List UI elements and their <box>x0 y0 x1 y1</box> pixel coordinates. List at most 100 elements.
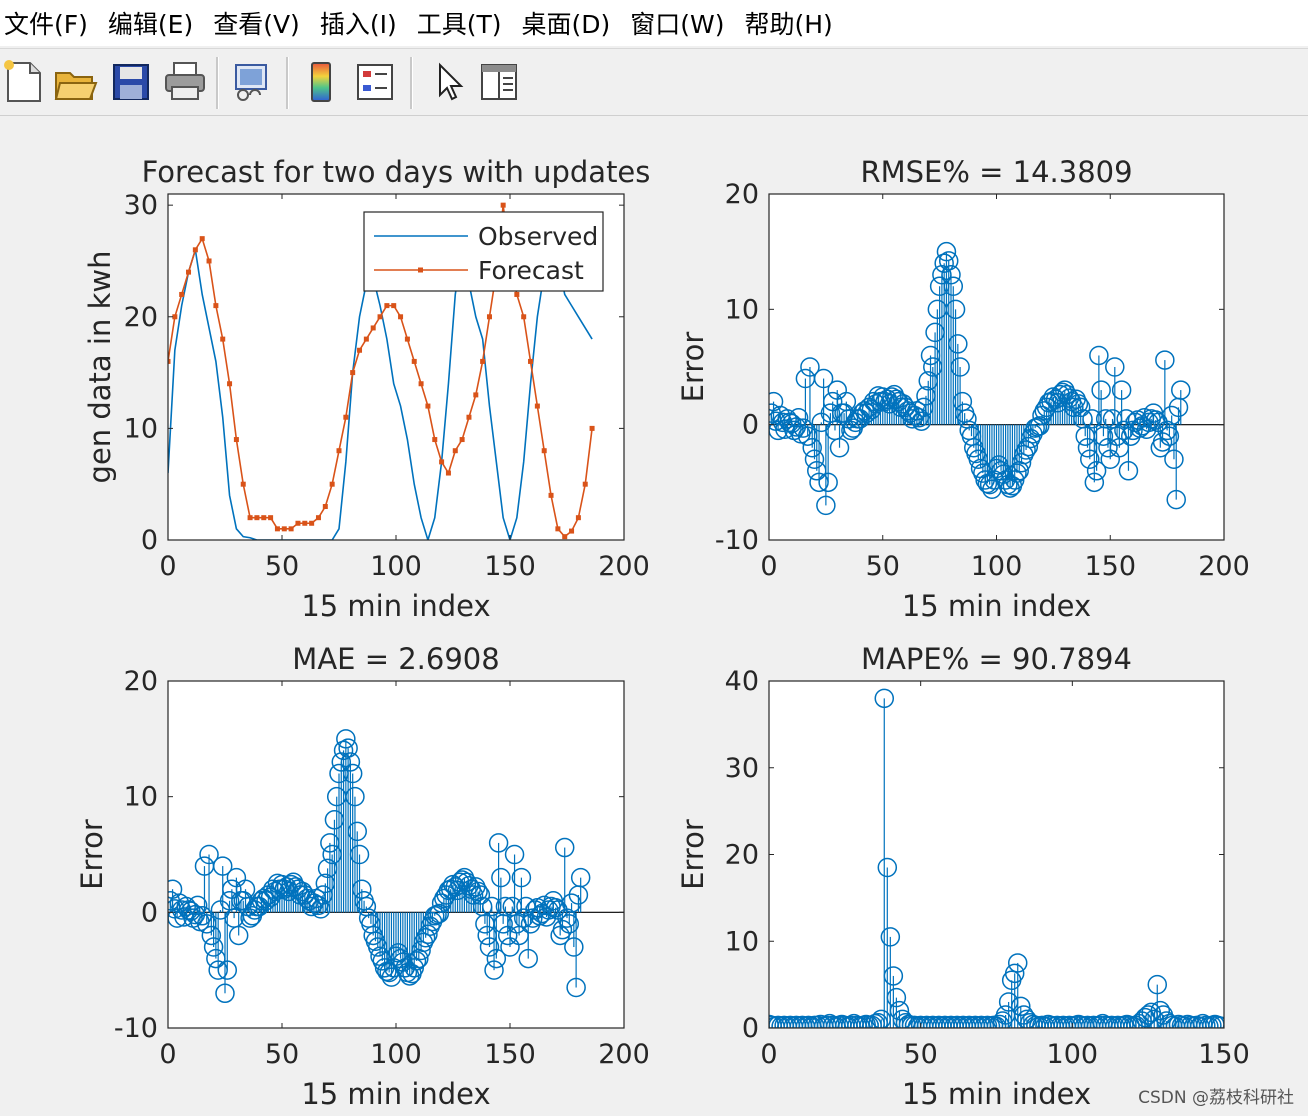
stem-marker <box>406 951 427 971</box>
menu-item-0[interactable]: 文件(F) <box>4 10 88 39</box>
menu-item-6[interactable]: 窗口(W) <box>630 10 725 39</box>
stem-marker <box>559 914 580 934</box>
save-icon[interactable] <box>108 59 154 105</box>
print-icon[interactable] <box>162 59 208 105</box>
forecast-marker <box>288 526 294 532</box>
stem-marker <box>554 837 575 858</box>
forecast-marker <box>363 336 369 342</box>
x-tick-label: 200 <box>1198 551 1250 582</box>
stem-marker <box>564 937 584 957</box>
stem-marker <box>941 264 961 285</box>
y-tick-label: 0 <box>141 897 158 928</box>
stem-marker <box>804 449 825 470</box>
legend-icon[interactable] <box>352 59 398 105</box>
forecast-marker <box>466 414 472 420</box>
x-tick-label: 50 <box>265 551 299 582</box>
menu-item-7[interactable]: 帮助(H) <box>744 10 833 39</box>
forecast-marker <box>411 358 417 364</box>
pointer-icon[interactable] <box>426 59 472 105</box>
forecast-marker <box>486 314 492 320</box>
forecast-marker <box>199 236 205 242</box>
stem-marker <box>1152 432 1173 452</box>
forecast-marker <box>452 448 458 454</box>
menu-item-1[interactable]: 编辑(E) <box>107 10 194 39</box>
menu-item-4[interactable]: 工具(T) <box>416 10 502 39</box>
stem-marker <box>566 977 586 998</box>
stem-marker <box>479 937 500 957</box>
stem-marker <box>889 1000 910 1021</box>
y-axis-label: Error <box>75 819 109 890</box>
stem-marker <box>886 987 907 1008</box>
new-file-icon[interactable] <box>0 59 46 105</box>
stem-marker <box>203 937 224 957</box>
forecast-marker <box>575 515 581 521</box>
stem-marker <box>895 1013 916 1028</box>
stem-marker <box>977 1015 998 1028</box>
stem-marker <box>1068 394 1089 414</box>
x-tick-label: 50 <box>265 1039 299 1070</box>
legend-label: Forecast <box>478 256 584 285</box>
stem-marker <box>1105 357 1125 377</box>
stem-marker <box>1111 380 1132 400</box>
forecast-marker <box>206 258 212 264</box>
x-axis-label: 15 min index <box>902 589 1091 623</box>
forecast-marker <box>541 448 547 454</box>
x-axis-label: 15 min index <box>301 589 490 623</box>
y-tick-label: 10 <box>124 413 158 444</box>
y-tick-label: 10 <box>725 294 759 325</box>
forecast-marker <box>432 437 438 443</box>
forecast-marker <box>514 291 520 297</box>
forecast-marker <box>384 303 390 309</box>
stem-marker <box>1208 1015 1224 1028</box>
forecast-marker <box>391 303 397 309</box>
forecast-marker <box>459 437 465 443</box>
forecast-marker <box>343 414 349 420</box>
forecast-marker <box>281 526 287 532</box>
x-tick-label: 0 <box>159 551 176 582</box>
stem-marker <box>934 253 954 273</box>
chart-legend: Observed Forecast <box>363 211 604 292</box>
y-axis-label: Error <box>676 819 710 890</box>
forecast-marker <box>247 515 253 521</box>
stem-marker <box>486 948 507 969</box>
toolbar-separator <box>216 57 219 109</box>
forecast-marker <box>582 481 588 487</box>
stem-marker <box>418 924 438 945</box>
forecast-marker <box>295 520 301 526</box>
colorbar-icon[interactable] <box>298 59 344 105</box>
forecast-marker <box>555 526 561 532</box>
stem-marker <box>349 844 370 865</box>
stem-marker <box>1089 345 1109 366</box>
stem-marker <box>1118 461 1139 481</box>
forecast-marker <box>213 303 219 309</box>
stem-marker <box>1084 472 1105 493</box>
menu-item-2[interactable]: 查看(V) <box>213 10 300 39</box>
stem-marker <box>813 368 834 389</box>
chart-title: MAE = 2.6908 <box>292 642 499 676</box>
forecast-marker <box>336 448 342 454</box>
open-folder-icon[interactable] <box>52 59 98 105</box>
stem-marker <box>217 960 238 980</box>
stem-marker <box>1020 428 1041 449</box>
x-tick-label: 200 <box>598 551 650 582</box>
link-figure-icon[interactable] <box>228 59 274 105</box>
y-tick-label: 30 <box>124 190 158 221</box>
stem-marker <box>470 885 491 905</box>
stem-marker <box>342 763 363 784</box>
property-inspector-icon[interactable] <box>476 59 522 105</box>
stem-marker <box>1147 974 1168 995</box>
stem-marker <box>1171 380 1191 400</box>
stem-marker <box>347 821 367 842</box>
menu-item-5[interactable]: 桌面(D) <box>521 10 611 39</box>
y-tick-label: -10 <box>715 525 759 556</box>
x-tick-label: 150 <box>484 1039 536 1070</box>
forecast-marker <box>500 202 506 208</box>
forecast-marker <box>192 247 198 253</box>
menu-item-3[interactable]: 插入(I) <box>319 10 397 39</box>
forecast-marker <box>480 358 486 364</box>
stem-marker <box>883 966 904 986</box>
stem-marker <box>1150 1000 1171 1021</box>
watermark: CSDN @荔枝科研社 <box>1138 1088 1294 1108</box>
